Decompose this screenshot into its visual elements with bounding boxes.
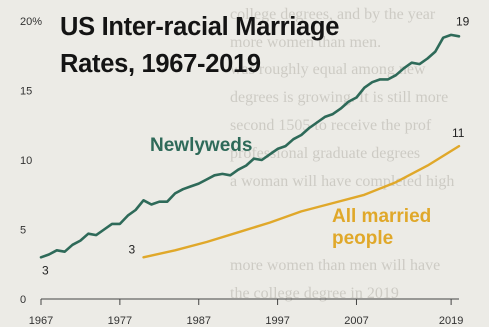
- series-label-line: people: [332, 228, 393, 249]
- axes: 0 5 10 15 20% 1967 1977 1987 1997 2007 2019: [20, 16, 463, 327]
- end-value-label-newlyweds: 19: [456, 14, 470, 28]
- x-tick-label: 1987: [186, 315, 210, 327]
- data-labels: 3 19 3 11 Newlyweds All married people: [42, 14, 470, 277]
- y-tick-label: 5: [20, 225, 26, 237]
- series-lines: [39, 33, 461, 259]
- chart-title-line: Rates, 1967-2019: [60, 50, 261, 78]
- y-tick-label: 0: [20, 294, 26, 306]
- y-tick-label: 10: [20, 155, 32, 167]
- x-tick-label: 1967: [29, 315, 53, 327]
- series-label-line: All married: [332, 206, 431, 227]
- series-label-newlyweds: Newlyweds: [150, 135, 252, 156]
- x-tick-label: 1977: [108, 315, 132, 327]
- chart-title: US Inter-racial Marriage Rates, 1967-201…: [60, 9, 339, 83]
- end-value-label-all-married: 11: [452, 126, 465, 140]
- series-line-newlyweds: [39, 33, 461, 259]
- x-tick-label: 2019: [439, 315, 463, 327]
- y-tick-label: 15: [20, 86, 32, 98]
- series-line-all-married: [142, 144, 461, 259]
- chart-title-line: US Inter-racial Marriage: [60, 13, 340, 41]
- start-value-label-newlyweds: 3: [42, 263, 49, 277]
- x-tick-label: 2007: [344, 315, 368, 327]
- start-value-label-all-married: 3: [129, 242, 136, 256]
- x-tick-label: 1997: [265, 315, 289, 327]
- y-tick-label: 20%: [20, 16, 42, 28]
- series-label-all-married: All married people: [332, 206, 431, 249]
